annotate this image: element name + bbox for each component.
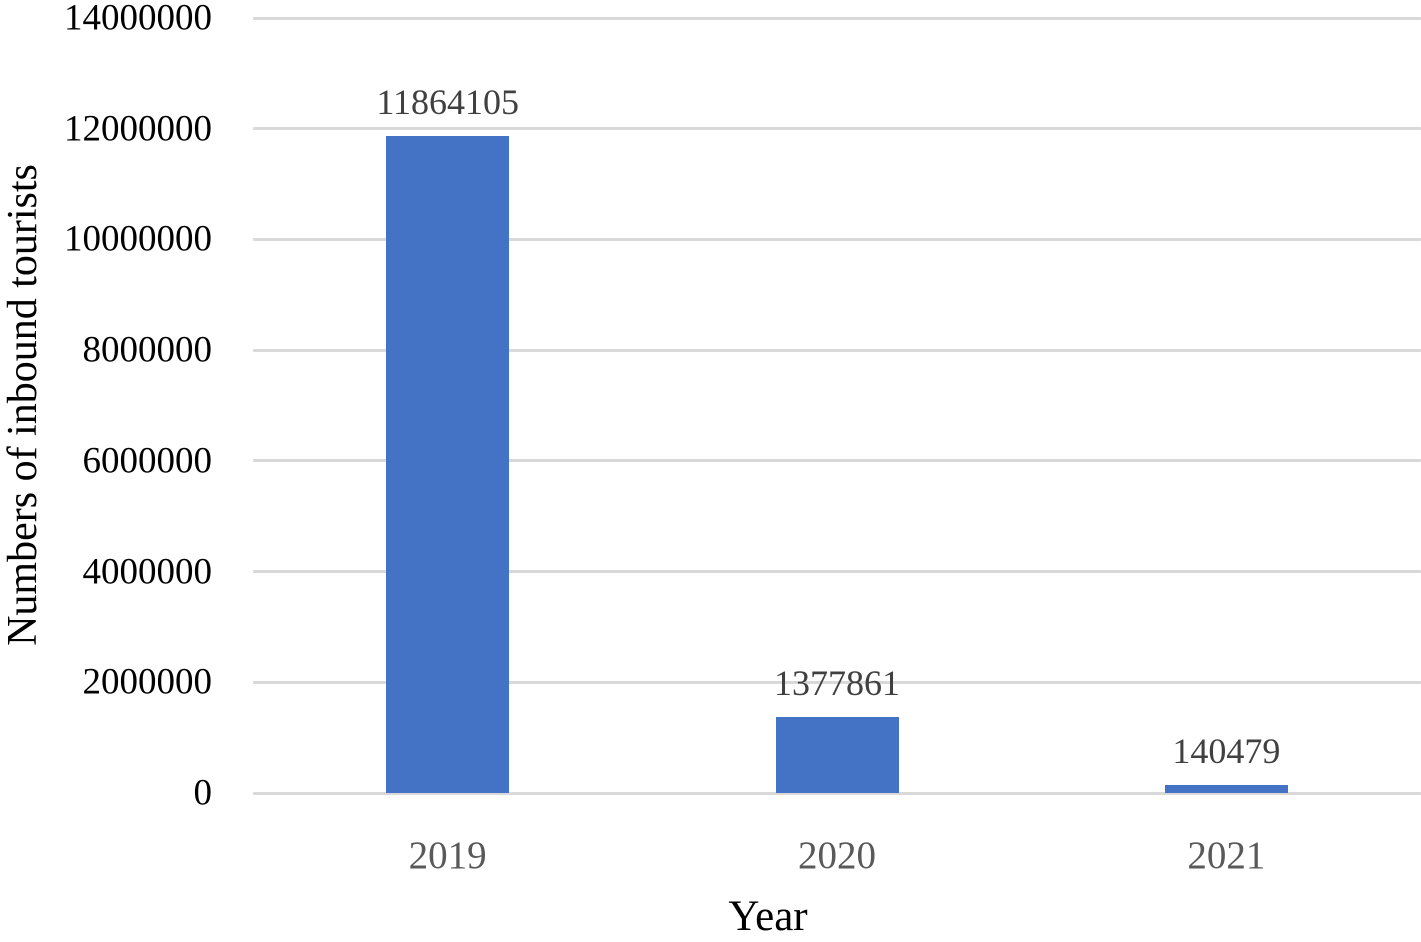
x-tick-label: 2021 bbox=[1187, 834, 1266, 877]
y-tick-label: 6000000 bbox=[82, 440, 213, 482]
y-axis-title: Numbers of inbound tourists bbox=[0, 164, 46, 646]
y-tick-label: 4000000 bbox=[82, 551, 213, 593]
bar-2021 bbox=[1164, 785, 1288, 793]
gridline bbox=[253, 570, 1421, 574]
bar-value-label: 11864105 bbox=[376, 82, 519, 123]
gridline bbox=[253, 459, 1421, 463]
y-tick-label: 2000000 bbox=[82, 661, 213, 703]
bar-value-label: 1377861 bbox=[774, 662, 900, 703]
gridline bbox=[253, 16, 1421, 20]
plot-area: 11864105 1377861 140479 bbox=[253, 16, 1421, 795]
gridline bbox=[253, 127, 1421, 131]
gridline bbox=[253, 680, 1421, 684]
gridline bbox=[253, 791, 1421, 795]
y-tick-label: 0 bbox=[193, 772, 213, 814]
bar-value-label: 140479 bbox=[1172, 731, 1281, 772]
x-axis-title: Year bbox=[728, 893, 808, 940]
y-tick-label: 8000000 bbox=[82, 329, 213, 371]
y-tick-label: 14000000 bbox=[64, 0, 212, 39]
gridline bbox=[253, 237, 1421, 241]
gridline bbox=[253, 348, 1421, 352]
bar-2020 bbox=[775, 716, 899, 793]
y-tick-label: 12000000 bbox=[64, 108, 212, 150]
y-tick-label: 10000000 bbox=[64, 218, 212, 260]
x-tick-label: 2020 bbox=[798, 834, 876, 877]
bar-2019 bbox=[386, 136, 510, 793]
x-tick-label: 2019 bbox=[408, 834, 487, 877]
